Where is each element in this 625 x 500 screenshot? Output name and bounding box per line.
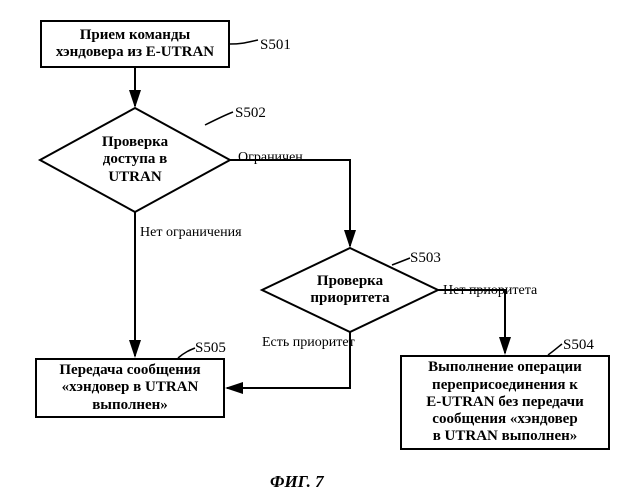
- node-s501: Прием команды хэндовера из E-UTRAN: [40, 20, 230, 68]
- node-s501-line2: хэндовера из E-UTRAN: [56, 44, 214, 60]
- node-s502-diamond: [40, 108, 230, 212]
- node-s502-line2: доступа в: [103, 151, 167, 167]
- edge-label-has-priority: Есть приоритет: [262, 335, 355, 351]
- node-s503-line1: Проверка: [317, 273, 383, 289]
- node-s505-line3: выполнен»: [92, 397, 168, 413]
- tag-s504: S504: [563, 337, 594, 354]
- tag-s503: S503: [410, 250, 441, 267]
- node-s504-line3: E-UTRAN без передачи: [426, 394, 584, 410]
- node-s504-line5: в UTRAN выполнен»: [433, 428, 578, 444]
- node-s503-line2: приоритета: [310, 290, 389, 306]
- edge-label-no-priority: Нет приоритета: [443, 283, 537, 299]
- node-s502-line1: Проверка: [102, 134, 168, 150]
- edge-label-no-restriction: Нет ограничения: [140, 225, 242, 241]
- node-s505-line1: Передача сообщения: [59, 362, 200, 378]
- edge-label-restricted: Ограничен: [238, 150, 303, 166]
- figure-caption: ФИГ. 7: [270, 472, 324, 492]
- node-s504-line2: переприсоединения к: [432, 377, 578, 393]
- node-s501-line1: Прием команды: [80, 27, 191, 43]
- node-s502-line3: UTRAN: [108, 169, 161, 185]
- tag-s501: S501: [260, 37, 291, 54]
- node-s503-text: Проверка приоритета: [302, 273, 398, 308]
- tag-s502: S502: [235, 105, 266, 122]
- node-s504: Выполнение операции переприсоединения к …: [400, 355, 610, 450]
- node-s504-line4: сообщения «хэндовер: [432, 411, 577, 427]
- node-s505-line2: «хэндовер в UTRAN: [62, 379, 199, 395]
- node-s504-line1: Выполнение операции: [428, 359, 582, 375]
- node-s505: Передача сообщения «хэндовер в UTRAN вып…: [35, 358, 225, 418]
- tag-s505: S505: [195, 340, 226, 357]
- node-s502-text: Проверка доступа в UTRAN: [85, 134, 185, 186]
